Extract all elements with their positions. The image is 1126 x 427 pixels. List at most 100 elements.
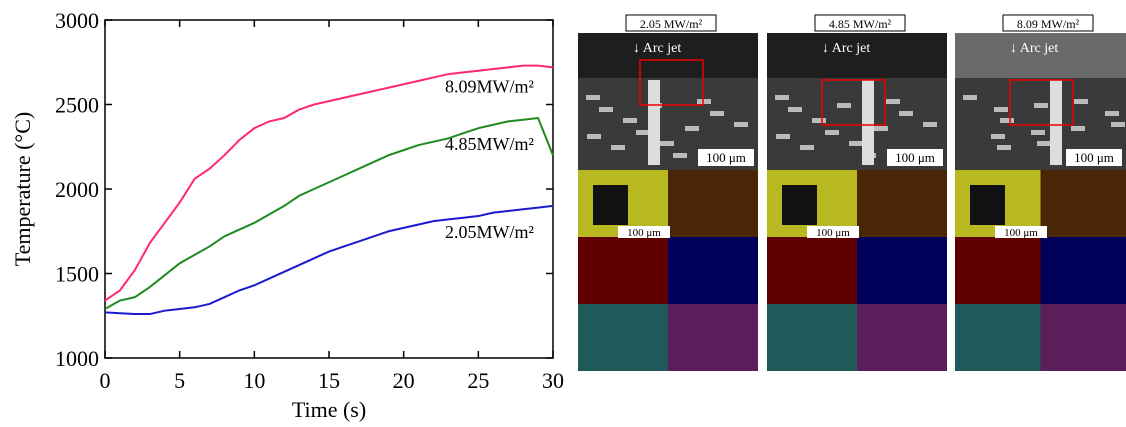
panel-label: 2.05 MW/m² — [640, 17, 703, 31]
arc-jet-label: ↓ Arc jet — [633, 41, 681, 56]
panel-label: 8.09 MW/m² — [1017, 17, 1080, 31]
map-scale-label: 100 μm — [627, 227, 661, 239]
series-line — [104, 204, 554, 316]
series-label: 8.09MW/m² — [445, 77, 534, 97]
sem-particle — [923, 122, 937, 127]
sem-particle — [899, 111, 913, 116]
sem-particle — [997, 145, 1011, 150]
sem-particle — [963, 95, 977, 100]
eds-map — [668, 304, 758, 371]
eds-map — [857, 170, 947, 237]
panel-label-box — [1002, 14, 1094, 32]
eds-map — [955, 237, 1041, 304]
sem-particle — [587, 134, 601, 139]
scale-box — [1066, 149, 1122, 166]
sem-particle — [1074, 99, 1088, 104]
sem-particle — [1000, 118, 1014, 123]
sem-particle — [886, 99, 900, 104]
y-tick-label: 3000 — [55, 8, 99, 33]
map-scale-label: 100 μm — [1004, 227, 1038, 239]
sem-particle — [825, 130, 839, 135]
sem-top — [767, 33, 947, 78]
sem-particle — [849, 141, 863, 146]
y-tick-label: 2500 — [55, 93, 99, 118]
sem-particle — [1071, 126, 1085, 131]
map-scale-box — [807, 226, 859, 238]
sem-particle — [874, 126, 888, 131]
eds-map — [668, 170, 758, 237]
scale-box — [887, 149, 943, 166]
series-line — [104, 116, 554, 310]
series-label: 4.85MW/m² — [445, 134, 534, 154]
x-tick-label: 20 — [393, 368, 415, 393]
sem-particle — [586, 95, 600, 100]
arc-jet-label: ↓ Arc jet — [1010, 41, 1058, 56]
sem-particle — [991, 134, 1005, 139]
eds-map — [857, 237, 947, 304]
eds-map — [1040, 304, 1126, 371]
x-tick-label: 30 — [542, 368, 564, 393]
y-tick-label: 1500 — [55, 262, 99, 287]
sem-particle — [800, 145, 814, 150]
scale-label: 100 μm — [706, 150, 746, 165]
series-label: 2.05MW/m² — [445, 222, 534, 242]
eds-void — [593, 185, 628, 225]
sem-particle — [697, 99, 711, 104]
sem-particle — [599, 107, 613, 112]
sem-particle — [788, 107, 802, 112]
sem-particle — [1034, 103, 1048, 108]
scale-box — [698, 149, 754, 166]
eds-map — [767, 304, 857, 371]
y-tick-label: 2000 — [55, 177, 99, 202]
x-tick-label: 5 — [174, 368, 185, 393]
sem-particle — [812, 118, 826, 123]
map-scale-label: 100 μm — [816, 227, 850, 239]
sem-particle — [660, 141, 674, 146]
y-tick-label: 1000 — [55, 346, 99, 371]
x-tick-label: 0 — [100, 368, 111, 393]
panel-label: 4.85 MW/m² — [829, 17, 892, 31]
scale-label: 100 μm — [895, 150, 935, 165]
eds-map — [668, 237, 758, 304]
eds-void — [970, 185, 1005, 225]
sem-particle — [673, 153, 687, 158]
panel-label-box — [625, 14, 717, 32]
x-tick-label: 10 — [243, 368, 265, 393]
sem-particle — [636, 130, 650, 135]
sem-top — [578, 33, 758, 78]
eds-map — [955, 304, 1041, 371]
map-scale-box — [618, 226, 670, 238]
eds-map — [578, 237, 668, 304]
x-axis-label: Time (s) — [292, 397, 366, 422]
eds-map — [767, 237, 857, 304]
sem-crack — [1050, 80, 1062, 165]
roi-box — [639, 59, 704, 106]
y-axis-label: Temperature (°C) — [10, 112, 35, 266]
roi-box — [1009, 79, 1074, 126]
sem-particle — [623, 118, 637, 123]
sem-particle — [710, 111, 724, 116]
sem-particle — [776, 134, 790, 139]
x-tick-label: 15 — [318, 368, 340, 393]
sem-top — [955, 33, 1126, 78]
sem-particle — [1111, 122, 1125, 127]
sem-particle — [1037, 141, 1051, 146]
roi-box — [821, 79, 886, 126]
sem-particle — [994, 107, 1008, 112]
sem-particle — [775, 95, 789, 100]
arc-jet-label: ↓ Arc jet — [822, 41, 870, 56]
sem-particle — [1105, 111, 1119, 116]
panel-label-box — [814, 14, 906, 32]
eds-map — [578, 304, 668, 371]
series-line — [104, 64, 554, 302]
sem-particle — [1031, 130, 1045, 135]
sem-particle — [611, 145, 625, 150]
x-tick-label: 25 — [467, 368, 489, 393]
sem-particle — [837, 103, 851, 108]
eds-map — [1040, 237, 1126, 304]
map-scale-box — [995, 226, 1047, 238]
sem-particle — [685, 126, 699, 131]
sem-particle — [734, 122, 748, 127]
